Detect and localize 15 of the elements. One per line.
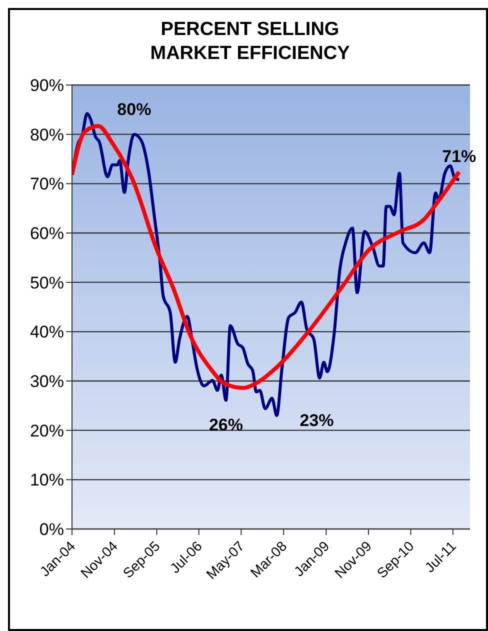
- y-tick-label: 20%: [30, 421, 64, 440]
- y-tick-label: 50%: [30, 273, 64, 292]
- y-tick-label: 90%: [30, 76, 64, 96]
- annotation: 71%: [442, 147, 476, 166]
- annotation: 26%: [208, 416, 244, 435]
- y-tick-label: 80%: [30, 125, 64, 144]
- annotation: 80%: [117, 100, 152, 119]
- y-tick-label: 60%: [30, 224, 64, 244]
- y-tick-label: 40%: [30, 322, 64, 342]
- y-tick-label: 10%: [30, 470, 64, 490]
- annotation: 23%: [300, 411, 334, 430]
- y-tick-label: 0%: [39, 520, 64, 540]
- chart-title: PERCENT SELLING MARKET EFFICIENCY: [149, 18, 351, 66]
- y-tick-label: 70%: [30, 174, 64, 194]
- y-tick-label: 30%: [30, 372, 64, 392]
